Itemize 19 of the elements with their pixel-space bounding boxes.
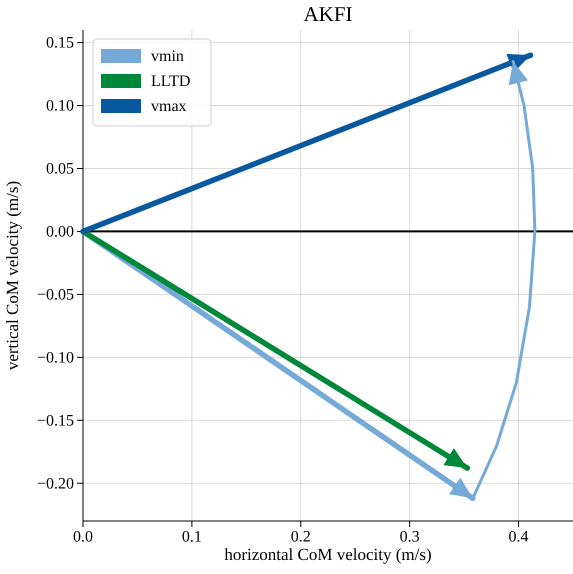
x-tick-label: 0.1 xyxy=(182,528,202,546)
legend-label: LLTD xyxy=(151,73,190,90)
y-tick-label: −0.20 xyxy=(36,475,74,492)
y-tick-label: 0.05 xyxy=(46,160,74,178)
x-tick-label: 0.2 xyxy=(290,528,311,546)
x-tick-label: 0.0 xyxy=(73,528,93,546)
chart-title: AKFI xyxy=(303,2,353,26)
y-tick-label: −0.10 xyxy=(36,349,74,366)
x-tick-label: 0.4 xyxy=(508,528,529,546)
legend-label: vmax xyxy=(151,98,187,115)
y-tick-label: 0.00 xyxy=(46,224,74,241)
x-axis-title: horizontal CoM velocity (m/s) xyxy=(224,545,432,564)
y-tick-label: 0.15 xyxy=(46,34,74,52)
y-axis-title: vertical CoM velocity (m/s) xyxy=(3,180,22,370)
legend-label: vmin xyxy=(151,48,184,65)
y-tick-label: −0.05 xyxy=(36,286,74,304)
x-tick-label: 0.3 xyxy=(400,528,420,546)
y-tick-label: −0.15 xyxy=(36,412,74,430)
y-tick-label: 0.10 xyxy=(46,98,74,115)
